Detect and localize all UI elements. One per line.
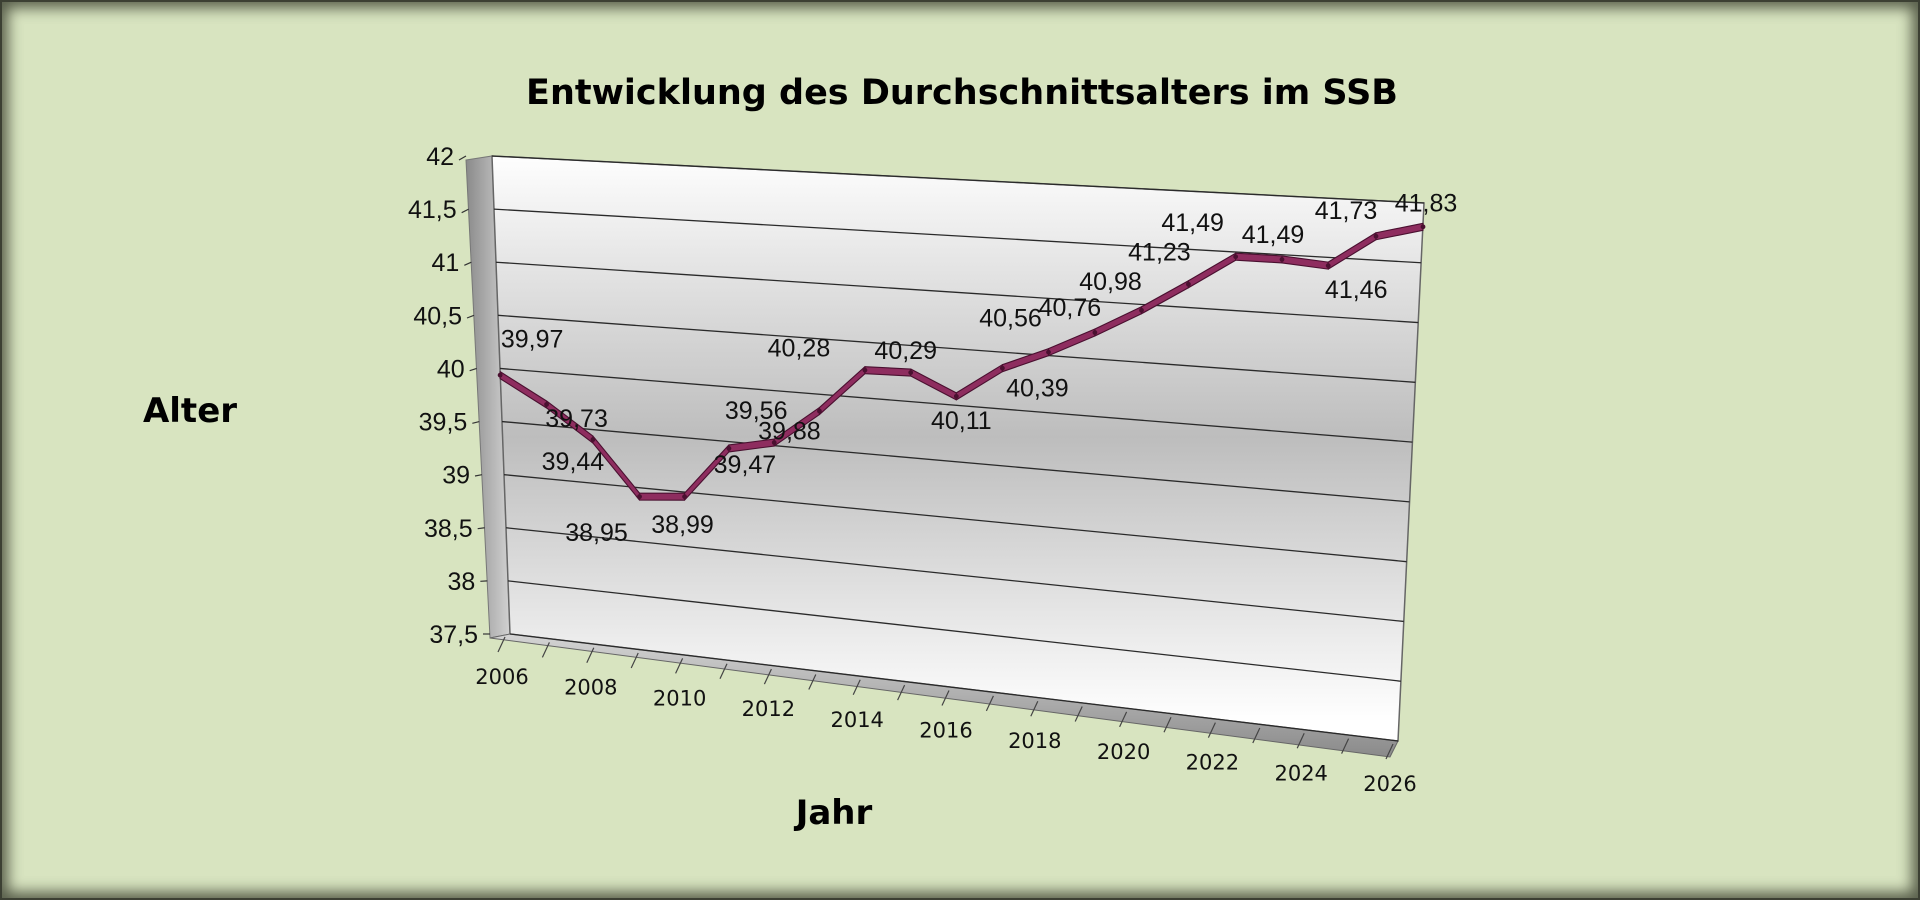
data-point [591, 437, 596, 442]
x-tick-label: 2010 [653, 686, 706, 710]
data-point [1092, 330, 1097, 335]
data-label: 40,56 [979, 305, 1042, 333]
y-axis-title: Alter [143, 391, 237, 431]
data-label: 39,88 [758, 418, 821, 446]
data-point [1421, 224, 1426, 229]
data-label: 41,49 [1242, 221, 1305, 249]
data-point [637, 494, 642, 499]
y-tick-label: 38,5 [424, 515, 473, 543]
data-point [682, 494, 687, 499]
data-point [498, 373, 503, 378]
data-label: 40,29 [874, 337, 937, 365]
data-point [1139, 308, 1144, 313]
y-tick-mark [462, 209, 469, 213]
data-label: 39,47 [714, 451, 777, 479]
data-label: 38,95 [565, 519, 628, 547]
x-axis-title: Jahr [794, 793, 873, 833]
data-point [1186, 282, 1191, 287]
x-tick-label: 2016 [919, 719, 972, 743]
y-tick-label: 42 [426, 143, 454, 171]
data-point [1326, 263, 1331, 268]
data-point [1374, 234, 1379, 239]
data-point [1000, 366, 1005, 371]
x-tick-label: 2022 [1186, 751, 1239, 775]
data-label: 38,99 [651, 511, 714, 539]
data-label: 40,76 [1039, 294, 1102, 322]
y-tick-mark [467, 315, 474, 318]
data-point [1280, 257, 1285, 262]
data-label: 41,73 [1315, 197, 1378, 225]
x-tick-label: 2018 [1008, 729, 1061, 753]
y-tick-mark [472, 422, 479, 424]
data-point [817, 409, 822, 414]
x-tick-label: 2014 [830, 708, 883, 732]
data-label: 41,49 [1161, 209, 1224, 237]
data-label: 40,98 [1079, 268, 1142, 296]
y-tick-label: 39,5 [419, 409, 468, 437]
data-label: 39,97 [501, 326, 564, 354]
y-tick-mark [478, 528, 485, 529]
x-tick-label: 2006 [475, 665, 528, 689]
y-tick-mark [464, 262, 471, 265]
y-tick-label: 40,5 [413, 302, 462, 330]
y-tick-mark [459, 156, 466, 160]
y-tick-label: 41,5 [408, 196, 457, 224]
x-tick-label: 2012 [742, 697, 795, 721]
y-tick-label: 38 [448, 568, 476, 596]
y-tick-mark [475, 475, 482, 476]
x-tick-label: 2020 [1097, 740, 1150, 764]
x-tick-label: 2008 [564, 676, 617, 700]
data-label: 39,44 [542, 448, 605, 476]
y-tick-mark [470, 368, 477, 370]
x-tick-label: 2026 [1363, 772, 1416, 796]
y-tick-label: 40 [437, 355, 465, 383]
data-point [1233, 254, 1238, 259]
data-point [863, 368, 868, 373]
data-label: 40,39 [1006, 375, 1069, 403]
y-tick-label: 37,5 [429, 621, 478, 649]
data-label: 41,46 [1325, 276, 1388, 304]
chart-title: Entwicklung des Durchschnittsalters im S… [526, 73, 1398, 113]
data-label: 41,83 [1395, 189, 1458, 217]
data-label: 40,28 [768, 335, 831, 363]
line-segment [640, 493, 685, 500]
x-tick-label: 2024 [1274, 761, 1327, 785]
data-label: 41,23 [1128, 239, 1191, 267]
data-point [908, 370, 913, 375]
data-label: 40,11 [931, 407, 992, 435]
data-point [1046, 350, 1051, 355]
y-tick-label: 41 [432, 249, 460, 277]
data-point [954, 394, 959, 399]
data-label: 39,73 [545, 405, 608, 433]
y-tick-label: 39 [442, 462, 470, 490]
